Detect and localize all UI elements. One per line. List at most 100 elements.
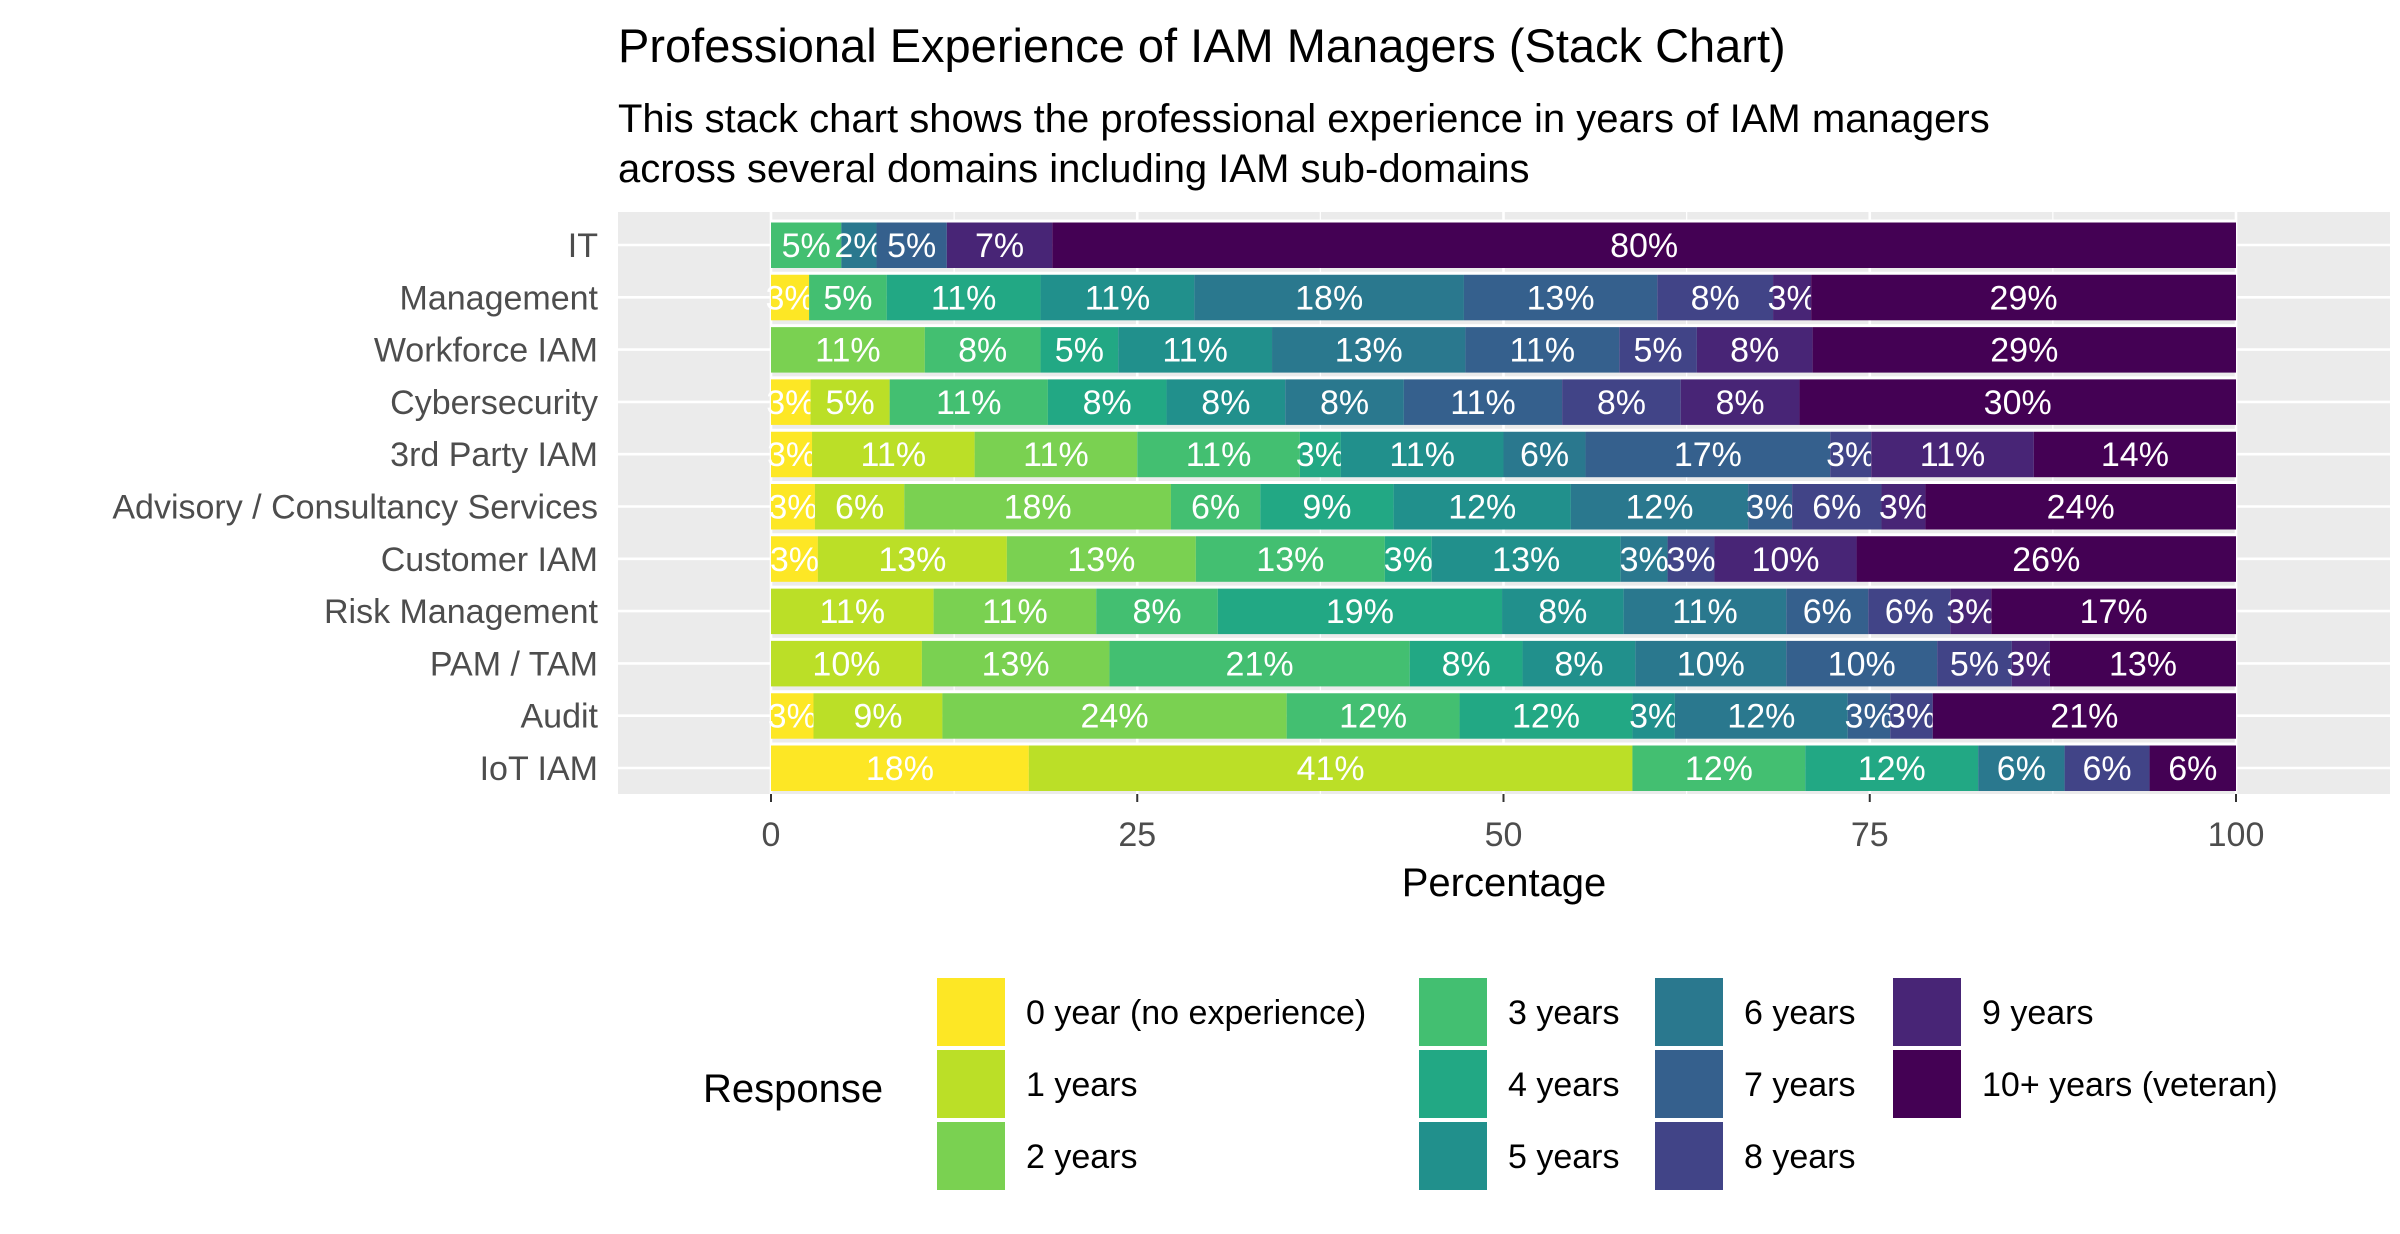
- data-label: 29%: [1990, 279, 2058, 317]
- data-label: 6%: [2168, 750, 2217, 788]
- data-label: 6%: [1885, 593, 1934, 631]
- bar-row-3rd-party-iam: 3% 11% 11% 11% 3% 11% 6% 17% 3% 11% 14%: [767, 428, 2236, 478]
- data-label: 11%: [1510, 332, 1576, 370]
- data-label: 13%: [878, 541, 946, 579]
- legend-key: [1891, 976, 1963, 1048]
- bar-segment-3-years: [1195, 535, 1385, 582]
- category-label-advisory-consultancy-services: Advisory / Consultancy Services: [112, 489, 598, 527]
- bar-segment-9-years: [1696, 326, 1813, 373]
- data-label: 29%: [1990, 332, 2058, 370]
- data-label: 10%: [1677, 645, 1745, 683]
- data-label: 18%: [866, 750, 934, 788]
- x-axis-ticks: 0 25 50 75 100: [762, 794, 2264, 854]
- data-label: 3%: [1629, 698, 1678, 736]
- bar-segment-3-years: [1109, 640, 1410, 687]
- bar-segment-3-years: [1096, 588, 1218, 635]
- bar-segment-0-year-no-experience: [771, 483, 815, 530]
- data-label: 10%: [812, 645, 880, 683]
- bar-row-pam-tam: 10% 13% 21% 8% 8% 10% 10% 5% 3% 13%: [771, 637, 2236, 687]
- data-label: 11%: [1085, 279, 1151, 317]
- legend-label: 4 years: [1508, 1066, 1620, 1104]
- data-label: 3%: [1746, 489, 1795, 527]
- data-label: 6%: [1812, 489, 1861, 527]
- bar-segment-2-years: [942, 692, 1287, 739]
- bar-segment-5-years: [1502, 588, 1624, 635]
- data-label: 3%: [768, 489, 817, 527]
- data-label: 8%: [1132, 593, 1181, 631]
- bar-segment-8-years: [1619, 326, 1697, 373]
- bar-segment-10-years-veteran: [1812, 326, 2236, 373]
- data-label: 11%: [931, 279, 997, 317]
- bar-segment-7-years: [1403, 378, 1563, 425]
- category-label-3rd-party-iam: 3rd Party IAM: [390, 436, 598, 474]
- bar-segment-6-years: [1194, 274, 1464, 321]
- bar-segment-5-years: [1522, 640, 1636, 687]
- bar-segment-3-years: [889, 378, 1048, 425]
- data-label: 3%: [1384, 541, 1433, 579]
- bar-segment-4-years: [1047, 378, 1167, 425]
- bar-segment-2-years: [904, 483, 1171, 530]
- legend-label: 8 years: [1744, 1138, 1856, 1176]
- bar-segment-7-years: [1463, 274, 1658, 321]
- data-label: 19%: [1326, 593, 1394, 631]
- bar-segment-2-years: [933, 588, 1097, 635]
- bar-segment-10-years-veteran: [1925, 483, 2236, 530]
- legend-item-4-years: 4 years: [1417, 1048, 1620, 1120]
- data-label: 8%: [1691, 279, 1740, 317]
- data-label: 41%: [1297, 750, 1365, 788]
- data-label: 8%: [1442, 645, 1491, 683]
- bar-segment-9-years: [1950, 588, 1992, 635]
- data-label: 13%: [1067, 541, 1135, 579]
- bar-segment-9-years: [1773, 274, 1812, 321]
- data-label: 8%: [1730, 332, 1779, 370]
- legend-item-2-years: 2 years: [935, 1120, 1138, 1192]
- bar-segment-6-years: [1503, 431, 1586, 478]
- data-label: 3%: [1296, 436, 1345, 474]
- data-label: 13%: [1256, 541, 1324, 579]
- legend-item-10-years-veteran: 10+ years (veteran): [1891, 1048, 2278, 1120]
- data-label: 13%: [1492, 541, 1560, 579]
- bar-row-risk-management: 11% 11% 8% 19% 8% 11% 6% 6% 3% 17%: [771, 585, 2236, 635]
- bar-segment-9-years: [1714, 535, 1857, 582]
- bar-segment-10-years-veteran: [2149, 745, 2236, 791]
- bar-segment-4-years: [1299, 431, 1341, 478]
- data-label: 21%: [2050, 698, 2118, 736]
- data-label: 13%: [1335, 332, 1403, 370]
- bar-segment-7-years: [1847, 692, 1891, 739]
- bar-segment-6-years: [1570, 483, 1749, 530]
- bar-segment-9-years: [1881, 483, 1926, 530]
- data-label: 8%: [1716, 384, 1765, 422]
- bar-segment-4-years: [1260, 483, 1394, 530]
- data-label: 3%: [1826, 436, 1875, 474]
- data-label: 3%: [767, 436, 816, 474]
- data-label: 3%: [765, 279, 814, 317]
- x-tick-label: 50: [1485, 816, 1523, 854]
- category-label-cybersecurity: Cybersecurity: [390, 384, 598, 422]
- legend-item-9-years: 9 years: [1891, 976, 2094, 1048]
- bar-row-customer-iam: 3% 13% 13% 13% 3% 13% 3%3% 10% 26%: [770, 533, 2236, 582]
- bar-segment-4-years: [1040, 326, 1119, 373]
- legend-item-5-years: 5 years: [1417, 1120, 1620, 1192]
- bar-segment-8-years: [1868, 588, 1951, 635]
- legend-label: 9 years: [1982, 994, 2094, 1032]
- bar-segment-10-years-veteran: [2033, 431, 2236, 478]
- bar-segment-8-years: [1562, 378, 1681, 425]
- bar-segment-6-years: [1623, 588, 1787, 635]
- bar-segment-9-years: [946, 222, 1053, 268]
- bar-segment-8-years: [1792, 483, 1882, 530]
- legend-item-3-years: 3 years: [1417, 976, 1620, 1048]
- data-label: 5%: [826, 384, 875, 422]
- data-label: 18%: [1295, 279, 1363, 317]
- data-label: 5%: [782, 227, 831, 265]
- category-label-workforce-iam: Workforce IAM: [374, 332, 598, 370]
- legend-label: 2 years: [1026, 1138, 1138, 1176]
- data-label: 5%: [887, 227, 936, 265]
- bar-row-advisory-consultancy-services: 3% 6% 18% 6% 9% 12% 12% 3% 6% 3% 24%: [768, 481, 2236, 530]
- data-label: 13%: [1527, 279, 1595, 317]
- x-tick-label: 0: [762, 816, 781, 854]
- data-label: 2%: [834, 227, 883, 265]
- bar-segment-6-years: [1620, 535, 1668, 582]
- legend-key: [1653, 1120, 1725, 1192]
- data-label: 11%: [1162, 332, 1228, 370]
- data-label: 3%: [1768, 279, 1817, 317]
